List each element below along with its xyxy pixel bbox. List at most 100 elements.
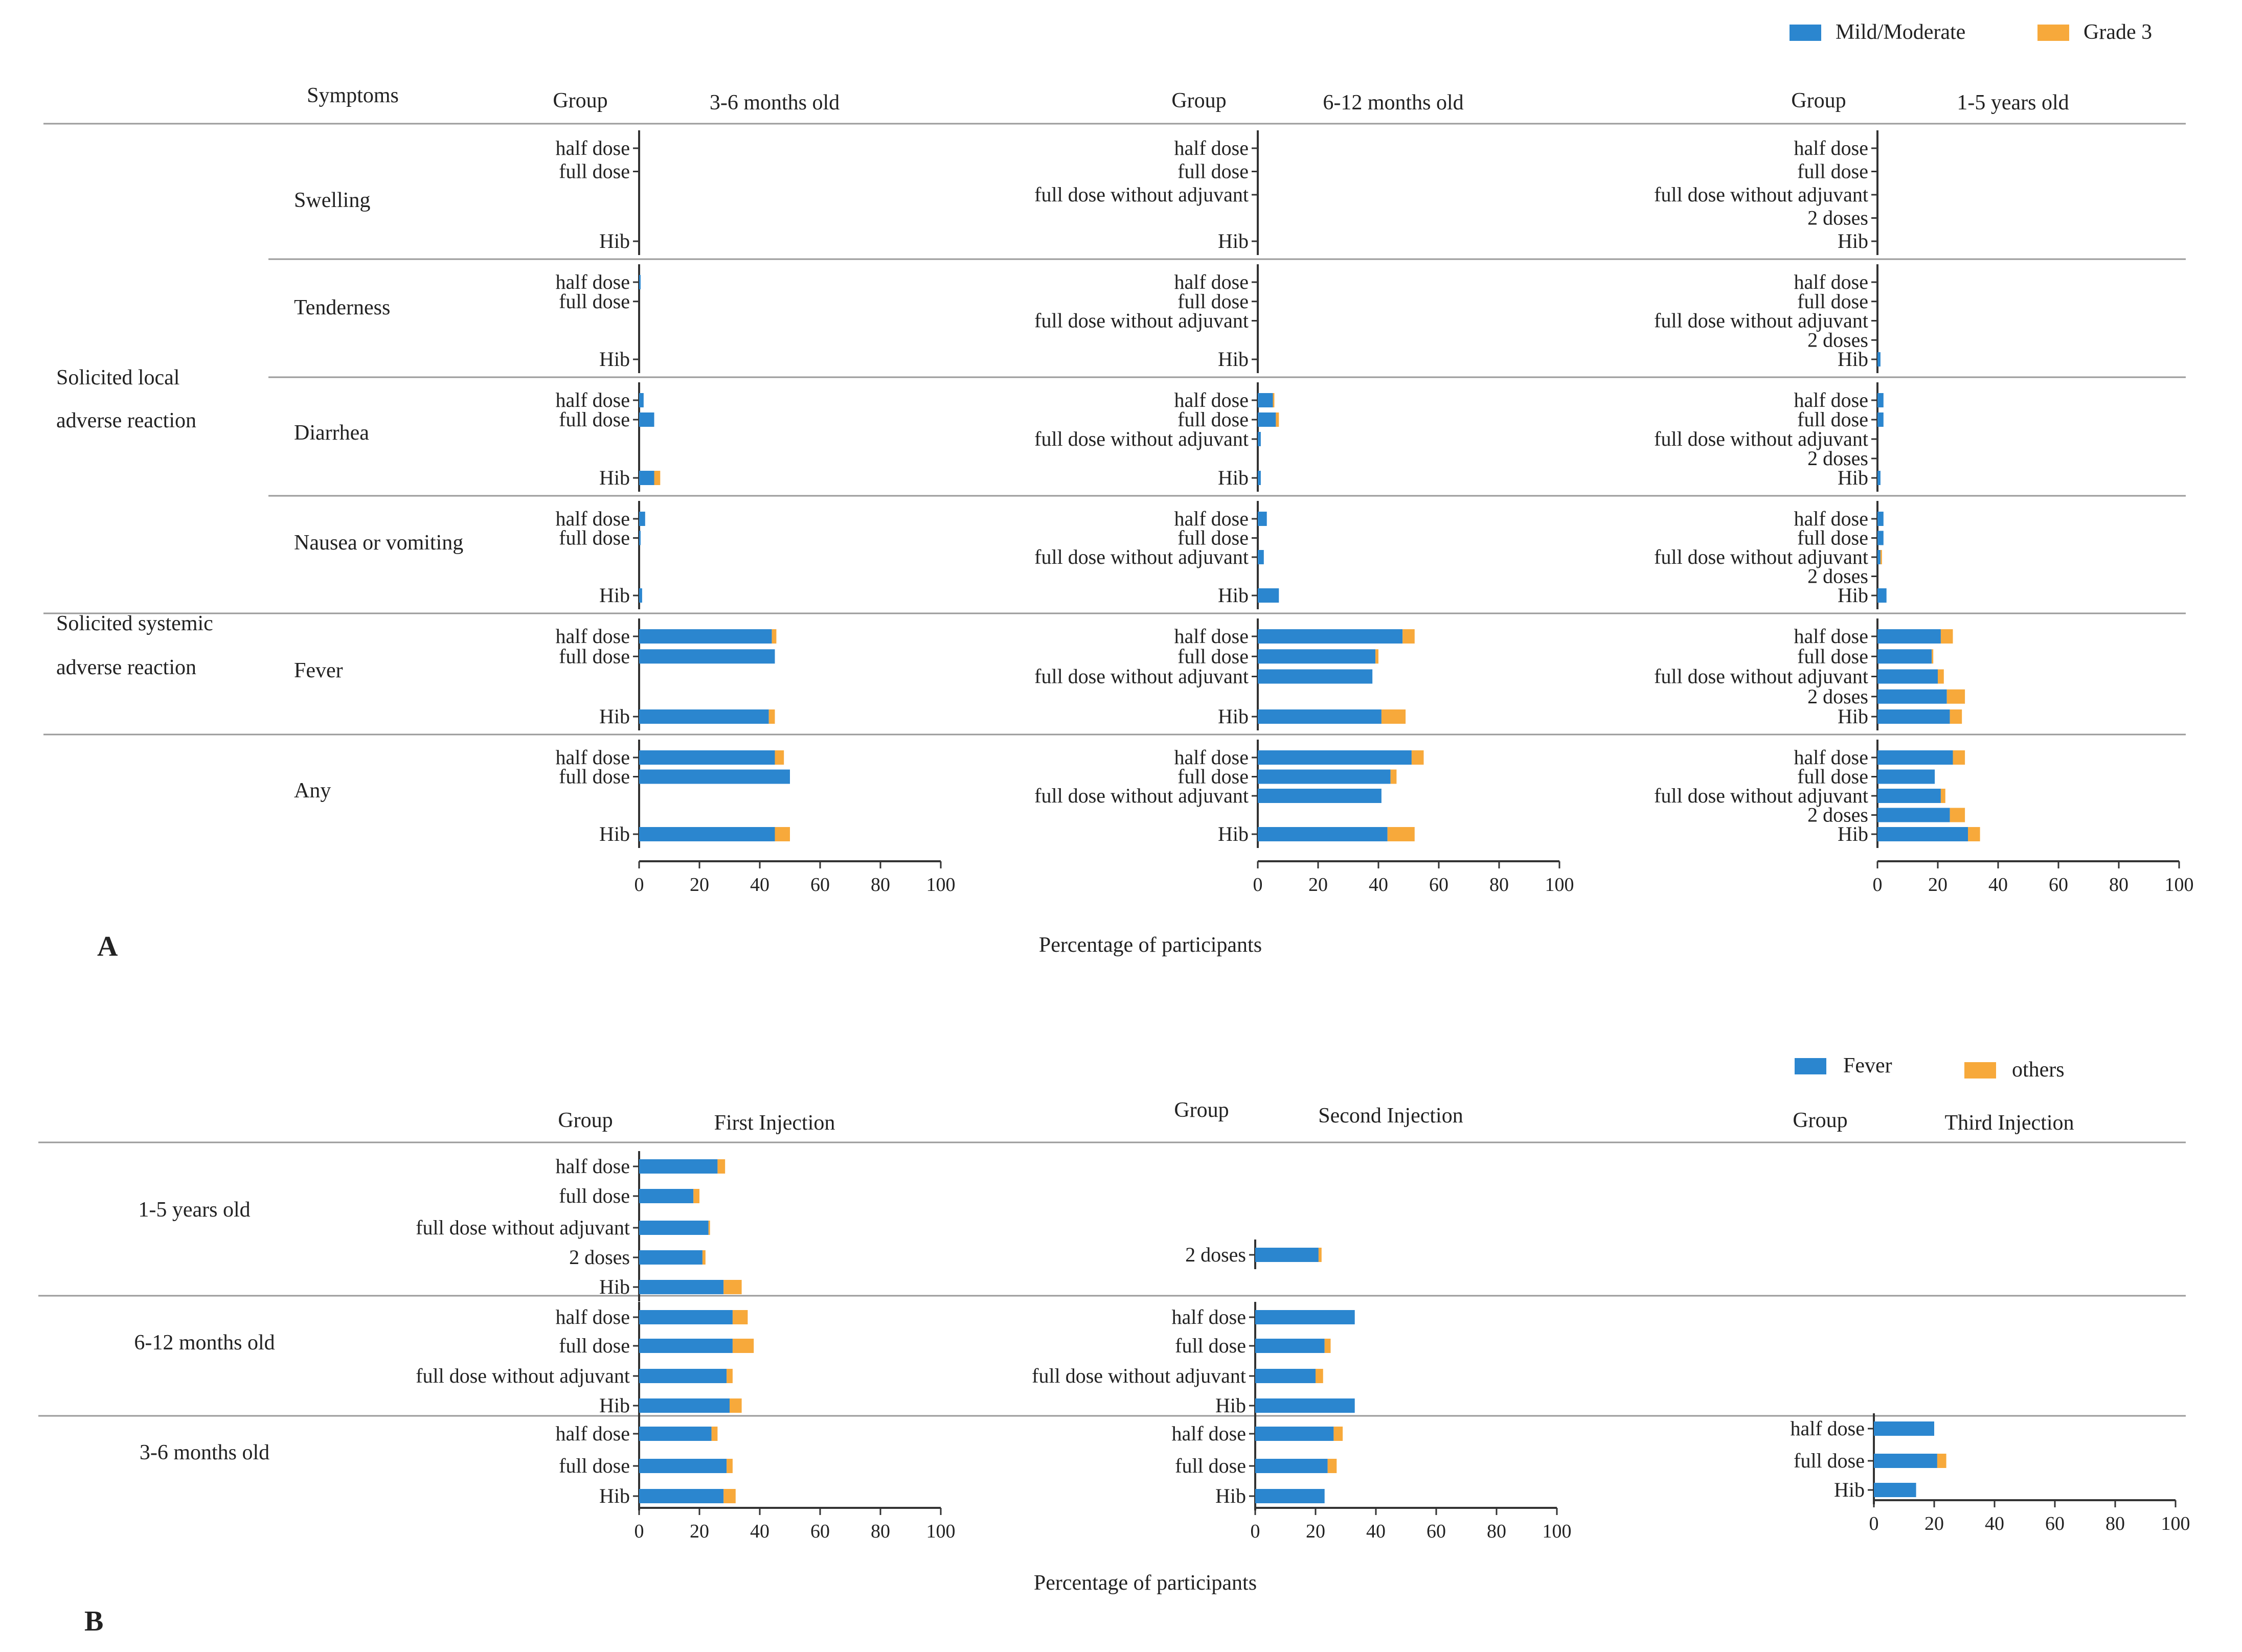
panel-a-fever-1-5-years-old-bar-seg2-half-dose <box>1940 629 1953 644</box>
group-label-hib: Hib <box>1215 1394 1246 1417</box>
group-label-2-doses: 2 doses <box>1807 804 1868 827</box>
panel-a-any-1-5-years-old-bar-seg2-2-doses <box>1950 808 1965 822</box>
panel-b-1-5-years-old-first-injection-bar-seg2-full-dose <box>693 1189 699 1203</box>
legend-swatch-grade3 <box>2037 25 2069 41</box>
panel-a-col1-x-tick-label: 60 <box>1429 874 1448 896</box>
group-label-full-dose: full dose <box>1797 645 1868 668</box>
group-label-full-dose-without-adjuvant: full dose without adjuvant <box>1654 309 1868 332</box>
group-label-full-dose-without-adjuvant: full dose without adjuvant <box>1034 309 1249 332</box>
panel-a-fever-3-6-months-old-bar-half-dose <box>639 629 772 644</box>
panel-a-fever-6-12-months-old-bar-hib <box>1258 709 1382 724</box>
symptom-swelling: Swelling <box>294 189 370 212</box>
panel-a-nausea-or-vomiting-1-5-years-old-bar-hib <box>1877 588 1887 603</box>
panel-a-diarrhea-1-5-years-old-bar-half-dose <box>1877 393 1884 407</box>
panel-b-col0-x-tick-label: 100 <box>926 1521 956 1542</box>
panel-b-6-12-months-old-first-injection-bar-seg2-full-dose-without-adjuvant <box>727 1369 733 1383</box>
group-label-full-dose: full dose <box>559 526 630 549</box>
header-injection-first-injection: First Injection <box>714 1111 835 1135</box>
panel-a-fever-1-5-years-old-bar-hib <box>1877 709 1950 724</box>
panel-a-any-1-5-years-old-bar-2-doses <box>1877 808 1950 822</box>
group-label-full-dose-without-adjuvant: full dose without adjuvant <box>1034 183 1249 206</box>
panel-a-fever-1-5-years-old-bar-seg2-hib <box>1950 709 1962 724</box>
group-label-half-dose: half dose <box>1794 625 1868 648</box>
panel-b-3-6-months-old-second-injection-bar-hib <box>1255 1489 1325 1503</box>
group-label-hib: Hib <box>1838 822 1868 845</box>
group-label-half-dose: half dose <box>1794 136 1868 159</box>
panel-a-fever-1-5-years-old-bar-seg2-2-doses <box>1946 689 1965 704</box>
group-label-hib: Hib <box>1215 1484 1246 1507</box>
panel-a-any-6-12-months-old-bar-seg2-half-dose <box>1411 750 1424 765</box>
panel-a-nausea-or-vomiting-6-12-months-old-bar-half-dose <box>1258 512 1267 526</box>
group-label-half-dose: half dose <box>555 270 630 293</box>
panel-a-fever-3-6-months-old-bar-seg2-half-dose <box>772 629 777 644</box>
group-label-full-dose: full dose <box>1175 1454 1246 1477</box>
group-label-half-dose: half dose <box>555 136 630 159</box>
panel-a-col2-x-tick-label: 20 <box>1928 874 1947 896</box>
panel-b-col1-x-tick-label: 80 <box>1487 1521 1506 1542</box>
symptom-nausea-or-vomiting: Nausea or vomiting <box>294 531 463 555</box>
panel-a-col1-x-tick-label: 0 <box>1253 874 1263 896</box>
panel-a-any-3-6-months-old-bar-half-dose <box>639 750 775 765</box>
panel-a-legend: Mild/Moderate Grade 3 <box>1790 20 2152 44</box>
group-label-hib: Hib <box>1838 584 1868 607</box>
group-label-full-dose-without-adjuvant: full dose without adjuvant <box>1034 427 1249 450</box>
group-label-hib: Hib <box>1218 230 1249 253</box>
group-label-full-dose: full dose <box>1177 408 1249 431</box>
panel-a-diarrhea-6-12-months-old-bar-full-dose-without-adjuvant <box>1258 432 1261 446</box>
panel-b-3-6-months-old-second-injection-bar-seg2-half-dose <box>1333 1427 1343 1441</box>
panel-a-any-1-5-years-old-bar-seg2-full-dose-without-adjuvant <box>1940 789 1945 803</box>
panel-b-6-12-months-old-second-injection-bar-seg2-full-dose-without-adjuvant <box>1316 1369 1323 1383</box>
panel-a-col1-x-tick-label: 40 <box>1369 874 1388 896</box>
group-label-full-dose: full dose <box>1797 526 1868 549</box>
header-group-b-2: Group <box>1793 1109 1847 1132</box>
panel-a-any-3-6-months-old-bar-hib <box>639 827 775 841</box>
group-label-2-doses: 2 doses <box>569 1246 630 1269</box>
panel-b-col1-x-tick-label: 0 <box>1251 1521 1260 1542</box>
group-label-half-dose: half dose <box>1174 136 1249 159</box>
group-label-hib: Hib <box>1838 230 1868 253</box>
panel-a-any-1-5-years-old-bar-hib <box>1877 827 1968 841</box>
panel-b-3-6-months-old-third-injection-bar-hib <box>1874 1483 1916 1497</box>
panel-b-3-6-months-old-first-injection-bar-full-dose <box>639 1459 727 1473</box>
panel-a-fever-6-12-months-old-bar-half-dose <box>1258 629 1403 644</box>
panel-a-label: A <box>97 931 118 962</box>
panel-a-any-1-5-years-old-bar-full-dose-without-adjuvant <box>1877 789 1941 803</box>
group-label-full-dose: full dose <box>1797 290 1868 313</box>
group-label-half-dose: half dose <box>1174 388 1249 411</box>
group-label-full-dose-without-adjuvant: full dose without adjuvant <box>1032 1364 1246 1387</box>
panel-a-fever-6-12-months-old-bar-seg2-full-dose <box>1375 649 1378 664</box>
panel-a-diarrhea-1-5-years-old-bar-hib <box>1877 471 1881 485</box>
group-label-half-dose: half dose <box>555 1155 630 1178</box>
panel-b-1-5-years-old-second-injection-bar-2-doses <box>1255 1248 1319 1262</box>
panel-b-col2-x-tick-label: 0 <box>1869 1513 1879 1534</box>
header-group-0: Group <box>553 89 607 112</box>
group-label-half-dose: half dose <box>1794 270 1868 293</box>
panel-a-col1-x-tick-label: 80 <box>1489 874 1509 896</box>
header-injection-third-injection: Third Injection <box>1944 1111 2074 1135</box>
panel-a-any-6-12-months-old-bar-seg2-hib <box>1387 827 1415 841</box>
panel-b-6-12-months-old-first-injection-bar-seg2-hib <box>730 1398 742 1413</box>
panel-b-col1-x-tick-label: 60 <box>1426 1521 1446 1542</box>
panel-a-any-3-6-months-old-bar-seg2-hib <box>775 827 790 841</box>
header-injection-second-injection: Second Injection <box>1318 1104 1463 1128</box>
group-label-half-dose: half dose <box>555 1422 630 1445</box>
group-label-half-dose: half dose <box>555 746 630 769</box>
panel-b-col0-x-tick-label: 20 <box>690 1521 709 1542</box>
panel-b-6-12-months-old-first-injection-bar-seg2-full-dose <box>732 1339 754 1353</box>
group-label-half-dose: half dose <box>1171 1305 1246 1328</box>
group-label-hib: Hib <box>599 230 630 253</box>
group-label-2-doses: 2 doses <box>1807 328 1868 351</box>
group-label-half-dose: half dose <box>1174 746 1249 769</box>
panel-b-1-5-years-old-first-injection-bar-seg2-2-doses <box>702 1250 706 1265</box>
panel-b-6-12-months-old-second-injection-bar-half-dose <box>1255 1310 1355 1324</box>
legend-label-fever: Fever <box>1843 1054 1892 1077</box>
panel-a-nausea-or-vomiting-3-6-months-old-bar-hib <box>639 588 642 603</box>
panel-a-diarrhea-1-5-years-old-bar-full-dose <box>1877 412 1884 427</box>
panel-a-diarrhea-6-12-months-old-bar-hib <box>1258 471 1261 485</box>
group-label-full-dose-without-adjuvant: full dose without adjuvant <box>416 1364 630 1387</box>
panel-b-col2-x-tick-label: 40 <box>1985 1513 2004 1534</box>
header-group-b-0: Group <box>558 1109 613 1132</box>
panel-b-6-12-months-old-first-injection-bar-full-dose-without-adjuvant <box>639 1369 727 1383</box>
panel-a-col1-x-tick-label: 100 <box>1545 874 1574 896</box>
